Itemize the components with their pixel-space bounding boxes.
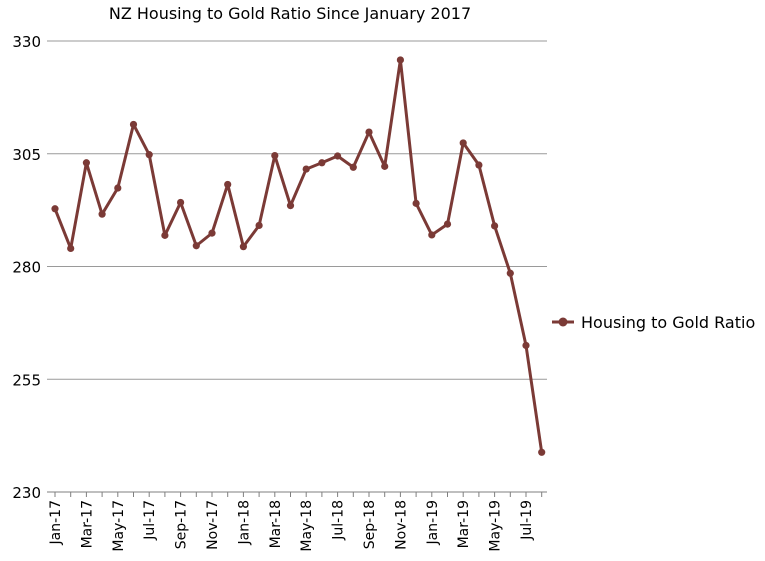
data-point <box>286 202 295 210</box>
data-point <box>491 222 499 230</box>
data-point <box>255 221 263 230</box>
x-tick-label: Sep-18 <box>362 500 378 549</box>
data-point <box>192 242 200 250</box>
x-tick-label: May-18 <box>299 500 315 552</box>
series-line <box>53 58 544 453</box>
x-tick-label: Jan-19 <box>425 500 441 545</box>
x-tick-labels: Jan-17 Mar-17 May-17 Jul-17 Sep-17 Nov-17 Jan-… <box>48 492 543 552</box>
data-point <box>208 229 216 237</box>
data-point <box>114 184 122 192</box>
chart-title: NZ Housing to Gold Ratio Since January 2… <box>109 4 471 23</box>
data-point <box>381 162 389 170</box>
data-point <box>475 161 483 169</box>
data-point <box>365 128 373 136</box>
legend: Housing to Gold Ratio <box>552 313 755 332</box>
data-point <box>177 198 185 207</box>
data-point <box>129 120 138 129</box>
data-point <box>161 231 169 239</box>
data-point <box>522 341 530 350</box>
data-point <box>396 56 404 64</box>
gridlines <box>47 40 547 493</box>
x-tick-label: May-19 <box>488 500 504 552</box>
data-point <box>538 448 546 456</box>
y-tick-labels: 230 255 280 305 330 <box>12 33 41 502</box>
data-point <box>51 205 59 213</box>
x-tick-label: Mar-18 <box>268 500 284 548</box>
x-tick-label: Sep-17 <box>174 500 190 549</box>
data-point <box>334 152 342 160</box>
y-tick-label: 280 <box>12 259 41 277</box>
data-point <box>318 159 326 167</box>
x-tick-label: Jan-17 <box>48 500 64 545</box>
data-point <box>224 180 232 189</box>
x-tick-label: Mar-19 <box>456 500 472 548</box>
data-point <box>349 163 357 171</box>
data-point <box>506 269 514 277</box>
data-point <box>443 220 452 228</box>
y-tick-label: 305 <box>12 146 41 164</box>
y-tick-label: 330 <box>12 33 41 51</box>
x-tick-label: Nov-18 <box>393 500 409 550</box>
x-tick-label: Jan-18 <box>236 500 252 545</box>
data-point <box>302 165 310 173</box>
x-tick-label: Jul-17 <box>142 500 158 541</box>
y-tick-label: 230 <box>12 484 41 502</box>
legend-swatch-marker <box>558 317 568 327</box>
series-layer <box>51 56 546 456</box>
x-tick-label: Mar-17 <box>79 500 95 548</box>
legend-label: Housing to Gold Ratio <box>581 313 755 332</box>
data-point <box>271 151 279 160</box>
data-point <box>145 151 153 159</box>
data-point <box>82 159 90 167</box>
data-point <box>459 139 467 147</box>
y-tick-label: 255 <box>12 371 41 389</box>
data-point <box>412 199 420 207</box>
x-tick-label: Jul-19 <box>519 500 535 541</box>
data-point <box>67 244 75 253</box>
data-point <box>428 231 436 239</box>
x-tick-label: May-17 <box>111 500 127 552</box>
data-point <box>239 243 247 251</box>
x-tick-label: Jul-18 <box>331 500 347 541</box>
data-point <box>98 210 106 218</box>
x-tick-label: Nov-17 <box>205 500 221 550</box>
